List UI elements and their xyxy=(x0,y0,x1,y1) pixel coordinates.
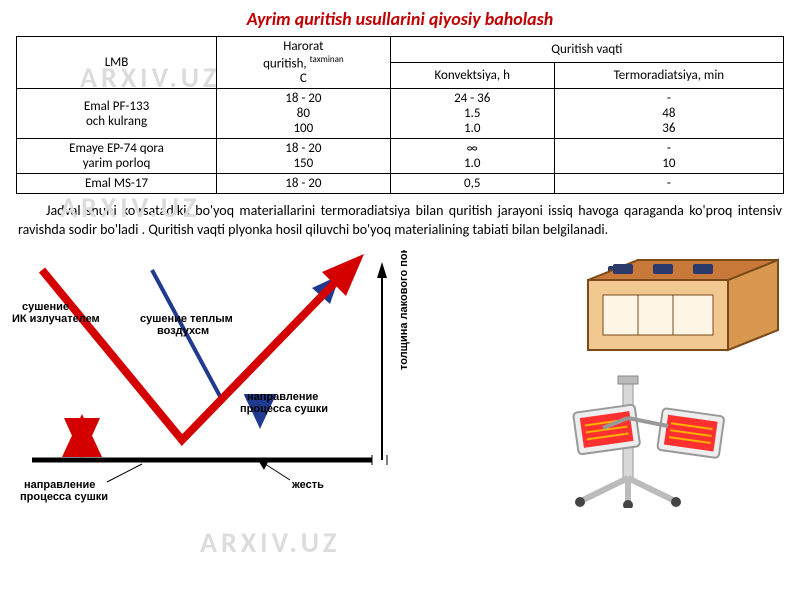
ir-heater-image xyxy=(528,368,788,508)
svg-text:воздухсм: воздухсм xyxy=(157,325,209,337)
th-lmb: LMB xyxy=(17,37,217,89)
th-termo: Termoradiatsiya, min xyxy=(554,63,783,89)
table-row: Emal MS-17 18 - 20 0,5 - xyxy=(17,174,784,194)
th-harorat: Harorat quritish, taxminan C xyxy=(217,37,391,89)
svg-text:сушение: сушение xyxy=(22,301,69,313)
svg-text:ИК излучателем: ИК излучателем xyxy=(12,313,100,325)
th-konv: Konvektsiya, h xyxy=(390,63,554,89)
svg-text:сушение теплым: сушение теплым xyxy=(140,313,233,325)
svg-text:процесса сушки: процесса сушки xyxy=(240,403,328,415)
page-title: Ayrim quritish usullarini qiyosiy bahola… xyxy=(0,0,800,36)
drying-process-chart: сушение ИК излучателем сушение теплым во… xyxy=(12,250,432,510)
paint-booth-image xyxy=(578,250,788,360)
svg-text:жесть: жесть xyxy=(291,479,324,491)
comparison-table: LMB Harorat quritish, taxminan C Quritis… xyxy=(16,36,784,194)
th-vaqti: Quritish vaqti xyxy=(390,37,783,63)
watermark: ARXIV.UZ xyxy=(200,525,340,560)
table-row: Emaye EP-74 qorayarim porloq 18 - 20150 … xyxy=(17,139,784,174)
table-row: Emal PF-133och kulrang 18 - 2080100 24 -… xyxy=(17,89,784,139)
svg-text:толщина лакового покрытия: толщина лакового покрытия xyxy=(398,250,410,370)
svg-text:направление: направление xyxy=(24,479,95,491)
svg-text:процесса сушки: процесса сушки xyxy=(20,491,108,503)
description-paragraph: Jadval shuni ko'rsatadiki, bo'yoq materi… xyxy=(0,194,800,246)
svg-text:направление: направление xyxy=(247,391,318,403)
